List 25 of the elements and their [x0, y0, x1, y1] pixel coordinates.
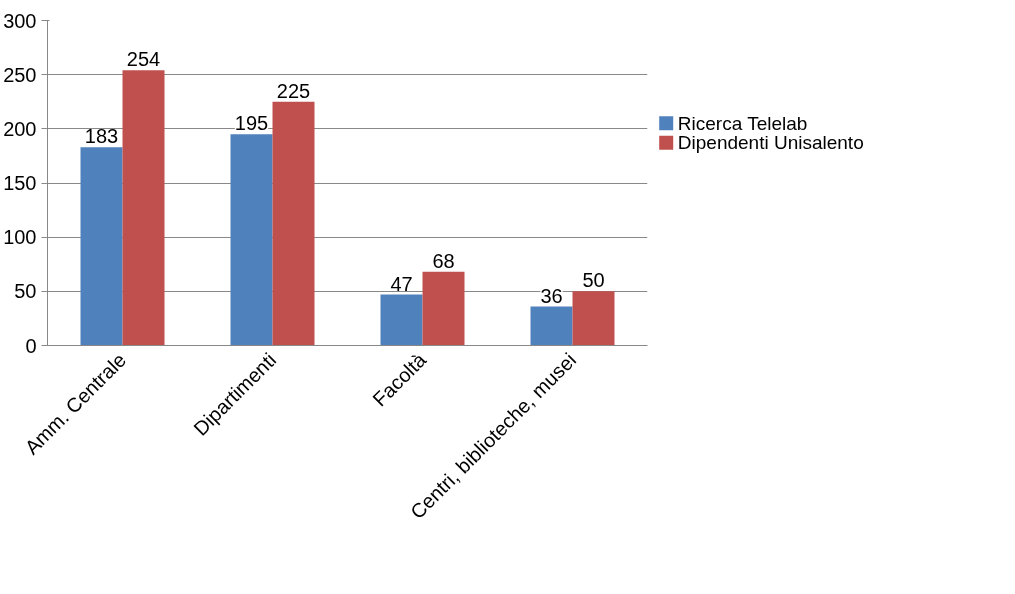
y-tick-label: 0: [25, 334, 37, 357]
bar: [230, 134, 273, 346]
data-label: 50: [582, 269, 605, 292]
y-tick-label: 50: [14, 280, 37, 303]
data-label: 254: [126, 48, 161, 71]
data-label: 225: [276, 79, 311, 102]
y-tick-label: 150: [3, 172, 37, 194]
data-label: 68: [432, 249, 455, 272]
bar: [572, 291, 615, 346]
bar: [380, 294, 423, 346]
data-label: 47: [390, 272, 413, 295]
data-label: 183: [84, 125, 119, 148]
legend-label: Ricerca Telelab: [677, 112, 808, 134]
y-tick-label: 300: [3, 9, 37, 32]
bar: [80, 147, 123, 346]
y-tick-label: 100: [3, 226, 37, 249]
bar: [122, 70, 165, 346]
bar: [530, 306, 573, 346]
y-tick-label: 200: [3, 117, 37, 140]
data-label: 195: [234, 112, 269, 135]
legend-label: Dipendenti Unisalento: [677, 132, 864, 154]
data-label: 36: [540, 284, 563, 307]
y-tick-label: 250: [3, 63, 37, 86]
bar: [422, 271, 465, 346]
bar: [272, 101, 315, 346]
